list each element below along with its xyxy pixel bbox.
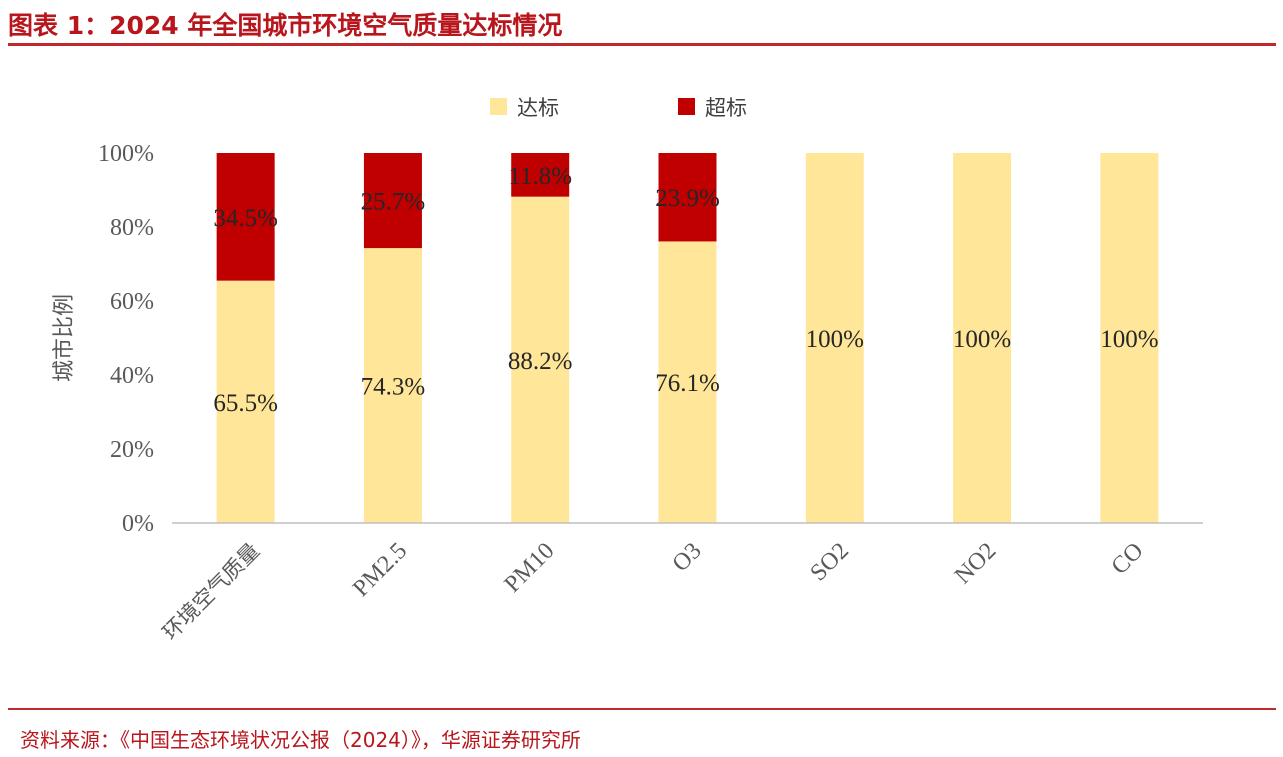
bars: 65.5% 34.5% 74.3% 25.7% 88.2% 11.8% 76.1% 23.9%… [213, 153, 1159, 523]
y-tick-label: 100% [98, 141, 154, 167]
data-label: 11.8% [508, 163, 572, 190]
data-label: 65.5% [213, 390, 278, 417]
y-axis-label-group: 城市比例 [52, 294, 77, 382]
bar-segment-pass [953, 153, 1012, 523]
chart-title: 图表 1：2024 年全国城市环境空气质量达标情况 [8, 11, 563, 40]
data-label: 100% [953, 326, 1011, 353]
bar-segment-exceed [363, 153, 422, 249]
bar-segment-exceed [511, 153, 570, 197]
source-divider [8, 708, 1276, 710]
x-tick-label: NO2 [950, 538, 1001, 589]
source-note: 资料来源：《中国生态环境状况公报（2024）》，华源证券研究所 [20, 728, 581, 752]
x-axis: 环境空气质量 PM2.5 PM10 O3 SO2 NO2 CO [158, 522, 1203, 645]
y-tick-label: 60% [110, 289, 154, 315]
x-tick-label: 环境空气质量 [158, 539, 264, 645]
bar-segment-pass [658, 241, 717, 523]
data-label: 34.5% [213, 205, 278, 232]
data-label: 23.9% [655, 185, 720, 212]
data-label: 100% [806, 326, 864, 353]
y-tick-label: 80% [110, 215, 154, 241]
bar-segment-pass [216, 280, 275, 523]
data-label: 25.7% [361, 189, 426, 216]
x-tick-label: PM10 [500, 538, 560, 598]
x-tick-label: CO [1107, 538, 1149, 580]
legend-swatch [490, 98, 507, 115]
data-label: 100% [1100, 326, 1158, 353]
bar-segment-exceed [216, 153, 275, 281]
x-tick-label: PM2.5 [348, 538, 412, 602]
bar-segment-pass [1100, 153, 1159, 523]
bar-segment-pass [805, 153, 864, 523]
legend-label: 超标 [705, 96, 747, 120]
bar-segment-pass [511, 196, 570, 523]
y-tick-label: 0% [122, 511, 154, 537]
y-axis-label: 城市比例 [52, 294, 77, 382]
chart-legend: 达标 超标 [490, 96, 747, 120]
title-divider [8, 43, 1276, 46]
data-label: 88.2% [508, 348, 573, 375]
data-label: 74.3% [361, 374, 426, 401]
y-tick-label: 40% [110, 363, 154, 389]
y-axis: 0% 20% 40% 60% 80% 100% [98, 141, 154, 537]
data-label: 76.1% [655, 370, 720, 397]
bar-segment-exceed [658, 153, 717, 242]
legend-label: 达标 [517, 96, 559, 120]
y-tick-label: 20% [110, 437, 154, 463]
x-tick-label: O3 [668, 538, 707, 577]
legend-swatch [678, 98, 695, 115]
bar-segment-pass [363, 248, 422, 523]
x-tick-label: SO2 [805, 538, 854, 587]
